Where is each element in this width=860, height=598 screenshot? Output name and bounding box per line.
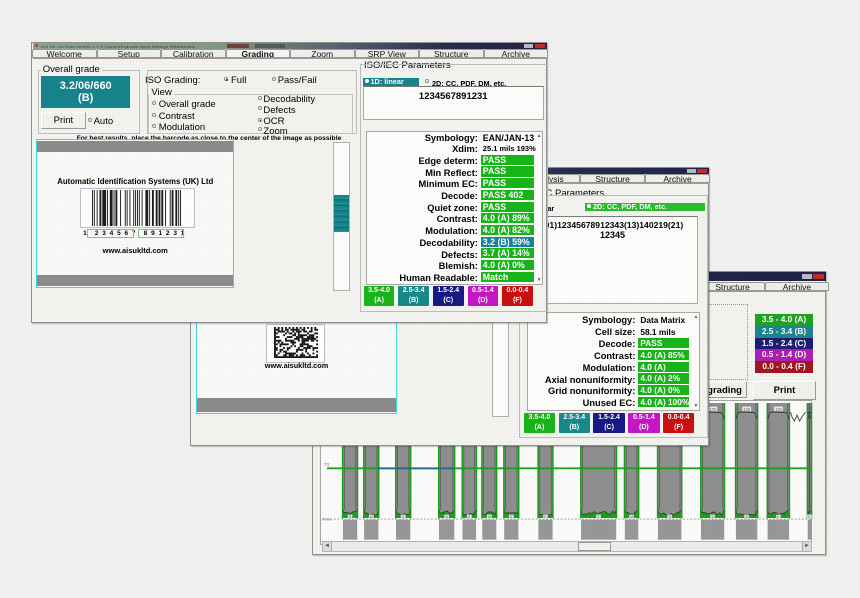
svg-text:M: M <box>370 515 373 519</box>
svg-text:K: K <box>597 515 600 519</box>
svg-text:K: K <box>777 515 780 519</box>
svg-text:B: B <box>668 515 671 519</box>
svg-text:126: 126 <box>775 407 781 411</box>
svg-text:K: K <box>510 515 513 519</box>
svg-text:B: B <box>446 515 449 519</box>
svg-text:B: B <box>711 515 714 519</box>
svg-text:K: K <box>808 515 811 519</box>
svg-text:B: B <box>745 515 748 519</box>
svg-text:K: K <box>468 515 471 519</box>
svg-text:M: M <box>630 515 633 519</box>
svg-text:128: 128 <box>743 407 749 411</box>
svg-text:126: 126 <box>709 407 715 411</box>
svg-text:Rmin: Rmin <box>322 517 331 522</box>
svg-text:B: B <box>349 515 352 519</box>
svg-text:K: K <box>544 515 547 519</box>
svg-text:70: 70 <box>324 462 330 467</box>
svg-text:E: E <box>402 515 405 519</box>
svg-text:M: M <box>488 515 491 519</box>
